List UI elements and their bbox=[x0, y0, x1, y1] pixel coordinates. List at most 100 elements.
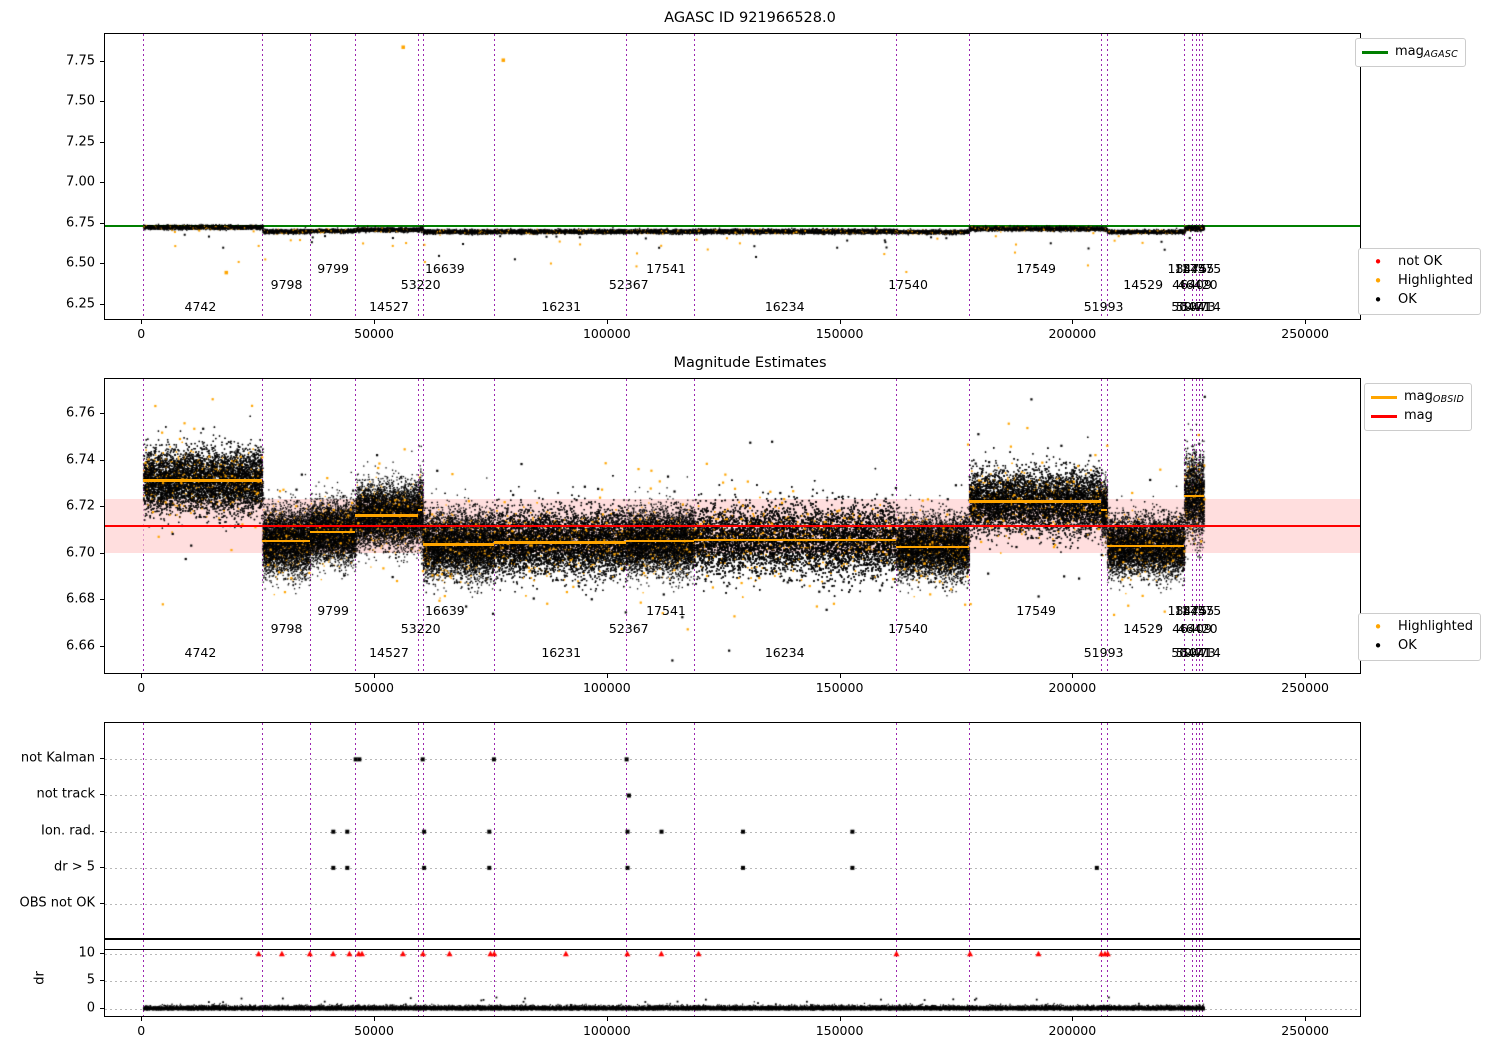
y-tick-mark bbox=[100, 263, 104, 264]
x-tick-label: 0 bbox=[137, 326, 146, 341]
obsid-label: 53220 bbox=[400, 621, 441, 636]
obsid-label: 17541 bbox=[646, 603, 686, 618]
x-tick-mark bbox=[374, 1017, 375, 1021]
dot-swatch-orange: • bbox=[1373, 617, 1383, 636]
mag-obsid-segment bbox=[143, 479, 263, 482]
obsid-label: 9799 bbox=[317, 261, 350, 276]
x-tick-mark bbox=[141, 1017, 142, 1021]
dot-swatch-black: • bbox=[1373, 290, 1383, 309]
obsid-label: 50414 bbox=[1181, 645, 1221, 660]
obsid-label: 46409 bbox=[1172, 277, 1212, 292]
y-tick-label: 6.75 bbox=[66, 215, 95, 231]
obsid-label: 4742 bbox=[184, 299, 217, 314]
obsid-label: 16234 bbox=[764, 645, 805, 660]
legend-sublabel: AGASC bbox=[1423, 49, 1458, 60]
obsid-label: 18445 bbox=[1174, 261, 1215, 276]
mag-obsid-segment bbox=[262, 539, 310, 543]
obsid-label: 16234 bbox=[764, 299, 805, 314]
obsid-label: 18445 bbox=[1174, 603, 1215, 618]
panel3-axes bbox=[104, 722, 1361, 939]
y-tick-mark bbox=[100, 182, 104, 183]
panel2-legend-bottom: • Highlighted • OK bbox=[1358, 613, 1481, 661]
x-tick-mark bbox=[840, 1017, 841, 1021]
mag-obsid-segment bbox=[896, 545, 969, 549]
legend-item-mag-agasc: magAGASC bbox=[1362, 43, 1458, 62]
mag-obsid-segment bbox=[493, 541, 627, 544]
obsid-label: 50473 bbox=[1175, 299, 1216, 314]
y-tick-mark bbox=[100, 460, 104, 461]
x-tick-label: 100000 bbox=[582, 680, 631, 695]
y-tick-label: 6.25 bbox=[66, 296, 95, 312]
legend-item-highlighted: • Highlighted bbox=[1365, 618, 1473, 637]
panel1-title: AGASC ID 921966528.0 bbox=[664, 10, 836, 26]
obsid-label: 14527 bbox=[369, 299, 409, 314]
mag-obsid-segment bbox=[355, 514, 418, 517]
obsid-label: 46420 bbox=[1177, 621, 1218, 636]
y-tick-mark bbox=[100, 304, 104, 305]
obsid-label: 52367 bbox=[608, 277, 649, 292]
dot-swatch-orange: • bbox=[1373, 271, 1383, 290]
y-tick-mark bbox=[100, 506, 104, 507]
scatter-canvas bbox=[105, 940, 1360, 1016]
panel1-axes: 4742 9798 9799 14527 53220 16639 16231 52367 175… bbox=[104, 33, 1361, 320]
y-tick-mark bbox=[100, 831, 104, 832]
panel2-axes: 4742 9798 9799 14527 53220 16639 16231 52367 175… bbox=[104, 378, 1361, 674]
y-tick-label: 7.75 bbox=[66, 53, 95, 69]
mag-obsid-segment bbox=[417, 508, 423, 512]
y-tick-mark bbox=[100, 980, 104, 981]
obsid-label: 16231 bbox=[541, 299, 582, 314]
y-tick-label: 6.70 bbox=[66, 545, 95, 561]
x-tick-label: 250000 bbox=[1281, 326, 1329, 341]
obsid-label: 17575 bbox=[1181, 603, 1222, 618]
x-tick-mark bbox=[607, 320, 608, 324]
x-tick-mark bbox=[607, 674, 608, 678]
legend-label: Highlighted bbox=[1398, 619, 1473, 634]
y-tick-mark bbox=[100, 101, 104, 102]
x-tick-mark bbox=[1072, 674, 1073, 678]
y-tick-mark bbox=[100, 953, 104, 954]
x-tick-mark bbox=[1305, 320, 1306, 324]
x-tick-label: 50000 bbox=[354, 680, 394, 695]
obsid-label: 14529 bbox=[1123, 277, 1164, 292]
obsid-label: 17549 bbox=[1016, 603, 1056, 618]
y-tick-mark bbox=[100, 1008, 104, 1009]
y-tick-mark bbox=[100, 413, 104, 414]
legend-item-ok: • OK bbox=[1365, 637, 1473, 656]
mag-obsid-segment bbox=[422, 543, 494, 546]
x-tick-mark bbox=[374, 674, 375, 678]
dot-swatch-black: • bbox=[1373, 636, 1383, 655]
x-tick-label: 50000 bbox=[354, 1023, 394, 1038]
obsid-label: 4742 bbox=[184, 645, 217, 660]
x-tick-label: 0 bbox=[137, 680, 146, 695]
x-tick-label: 0 bbox=[137, 1023, 146, 1038]
legend-label: Highlighted bbox=[1398, 272, 1473, 288]
y-tick-label: 6.66 bbox=[66, 638, 95, 654]
y-tick-label: 7.50 bbox=[66, 93, 95, 109]
panel4-axes bbox=[104, 939, 1361, 1017]
flag-category-label: not Kalman bbox=[20, 750, 95, 766]
x-tick-label: 50000 bbox=[354, 326, 394, 341]
panel2-legend-top: magOBSID mag bbox=[1364, 383, 1473, 431]
obsid-label: 17540 bbox=[888, 621, 928, 636]
scatter-canvas bbox=[105, 34, 1360, 319]
x-tick-label: 150000 bbox=[815, 326, 864, 341]
mag-obsid-segment bbox=[1106, 544, 1185, 548]
mag-obsid-segment bbox=[1101, 508, 1107, 512]
legend-item-mag: mag bbox=[1371, 407, 1464, 426]
scatter-canvas bbox=[105, 723, 1360, 938]
mag-obsid-segment bbox=[968, 500, 1102, 503]
obsid-label: 46420 bbox=[1177, 277, 1218, 292]
x-tick-mark bbox=[840, 674, 841, 678]
panel1-legend-bottom: • not OK • Highlighted • OK bbox=[1358, 248, 1481, 315]
x-tick-label: 150000 bbox=[815, 680, 864, 695]
y-tick-mark bbox=[100, 599, 104, 600]
y-tick-mark bbox=[100, 758, 104, 759]
obsid-label: 50414 bbox=[1181, 299, 1221, 314]
x-tick-label: 200000 bbox=[1048, 680, 1097, 695]
x-tick-mark bbox=[1072, 1017, 1073, 1021]
legend-sublabel: OBSID bbox=[1432, 394, 1465, 405]
obsid-label: 17549 bbox=[1016, 261, 1056, 276]
line-swatch-red bbox=[1371, 415, 1397, 418]
mag-obsid-segment bbox=[693, 538, 897, 542]
